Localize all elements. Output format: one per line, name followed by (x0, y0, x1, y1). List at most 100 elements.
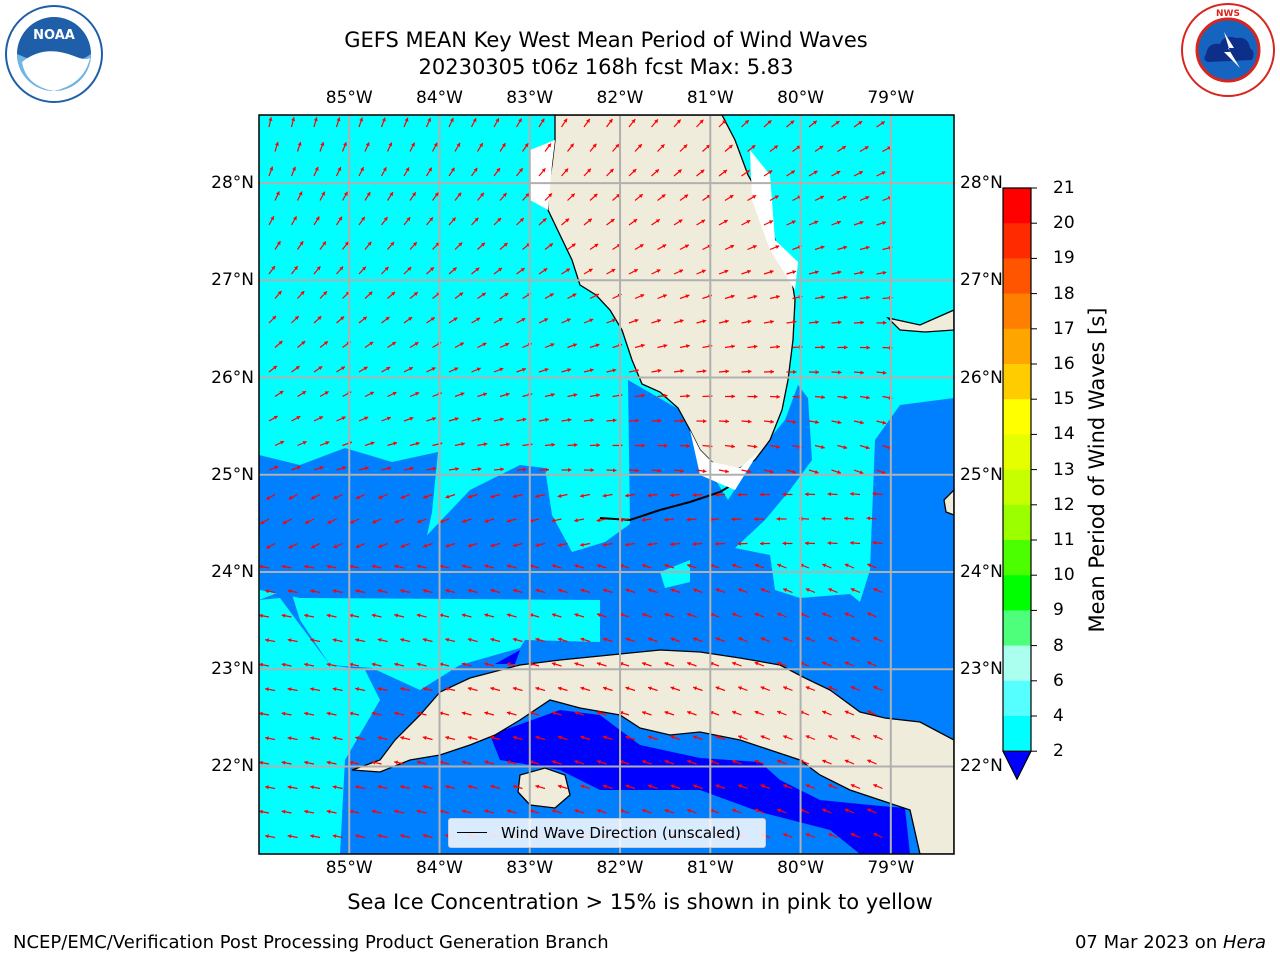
wind-arrow-head (777, 710, 782, 715)
x-tick-label: 82°W (596, 88, 644, 108)
wind-arrow-head (371, 711, 376, 716)
wind-arrow-head (389, 192, 393, 197)
wind-arrow-head (777, 661, 782, 666)
wind-arrow-head (550, 343, 555, 347)
wind-arrow-head (332, 736, 337, 741)
wind-arrow-head (864, 146, 869, 150)
wind-arrow-head (693, 588, 697, 593)
wind-arrow-head (414, 342, 419, 346)
wind-arrow-head (355, 785, 360, 790)
wind-arrow-head (738, 588, 743, 593)
wind-arrow-head (367, 241, 372, 246)
land-andros (943, 489, 954, 516)
wind-arrow-head (311, 495, 316, 500)
wind-arrow-head (504, 293, 509, 297)
wind-arrow-head (820, 445, 825, 450)
colorbar-segment (1003, 716, 1031, 752)
field-4-6s-patch (660, 560, 690, 588)
wind-arrow-head (754, 612, 759, 617)
wind-arrow-head (657, 319, 662, 323)
wind-arrow-head (423, 494, 428, 499)
wind-arrow-head (662, 294, 667, 299)
colorbar-tick-label: 10 (1053, 565, 1075, 586)
colorbar-segment (1003, 364, 1031, 400)
wind-arrow-head (664, 612, 669, 617)
wind-arrow-head (701, 269, 706, 274)
wind-arrow-head (632, 169, 637, 173)
wind-arrow-head (844, 710, 849, 715)
wind-arrow-head (593, 193, 598, 198)
wind-arrow-head (535, 735, 540, 740)
wind-arrow-head (551, 662, 556, 667)
wind-arrow-head (827, 492, 832, 497)
wind-arrow-head (602, 588, 607, 593)
wind-arrow-head (770, 369, 774, 374)
wind-arrow-head (405, 167, 410, 172)
wind-arrow-head (837, 320, 842, 325)
wind-arrow-head (310, 687, 314, 692)
wind-arrow-head (477, 467, 482, 472)
wind-arrow-head (467, 637, 472, 642)
wind-arrow-head (684, 194, 689, 199)
wind-arrow-head (453, 317, 458, 322)
wind-arrow-head (391, 342, 396, 346)
wind-arrow-head (867, 612, 872, 617)
wind-arrow-head (315, 216, 320, 221)
colorbar-tick-label: 18 (1053, 283, 1075, 304)
wind-arrow-head (625, 588, 630, 593)
wind-arrow-head (416, 662, 421, 667)
wind-arrow-head (828, 686, 833, 690)
wind-arrow-head (860, 320, 864, 325)
wind-arrow-head (633, 269, 638, 273)
wind-arrow-head (684, 244, 689, 249)
wind-arrow-head (519, 218, 524, 222)
wind-arrow-head (270, 216, 274, 221)
wind-arrow-head (385, 316, 390, 321)
wind-arrow-head (260, 520, 265, 525)
wind-arrow-head (521, 367, 526, 372)
wind-arrow-head (505, 392, 510, 397)
wind-arrow-head (412, 242, 417, 247)
wind-arrow-head (769, 220, 774, 224)
wind-arrow-head (259, 809, 263, 814)
wind-arrow-head (842, 195, 847, 200)
wind-arrow-head (663, 343, 668, 348)
wind-arrow-head (551, 518, 556, 523)
wind-arrow-head (551, 760, 556, 765)
wind-arrow-head (274, 465, 279, 470)
wind-arrow-head (406, 217, 411, 222)
wind-arrow-head (805, 784, 810, 788)
wind-arrow-head (344, 241, 349, 246)
wind-arrow-head (676, 119, 681, 124)
wind-arrow-head (685, 294, 690, 299)
wind-arrow-head (828, 784, 833, 788)
wind-arrow-head (571, 243, 576, 248)
wind-arrow-head (648, 784, 652, 789)
wind-arrow-head (287, 638, 292, 643)
wind-arrow-head (326, 662, 331, 667)
wind-arrow-head (484, 809, 489, 814)
wind-arrow-head (792, 320, 797, 325)
wind-arrow-head (642, 808, 646, 813)
wind-arrow-head (747, 319, 752, 324)
wind-arrow-head (760, 784, 765, 789)
colorbar-segment (1003, 258, 1031, 295)
wind-arrow-head (776, 444, 780, 449)
wind-arrow-head (332, 589, 337, 594)
wind-arrow-head (648, 588, 652, 593)
wind-arrow-head (535, 784, 540, 789)
wind-arrow-head (265, 687, 269, 692)
wind-arrow-head (281, 564, 286, 569)
wind-arrow-head (269, 166, 274, 171)
wind-arrow-head (371, 662, 376, 667)
wind-arrow-head (692, 541, 697, 547)
wind-arrow-head (326, 760, 331, 765)
wind-arrow-head (663, 443, 668, 448)
wind-arrow-head (363, 366, 368, 371)
wind-arrow-head (859, 220, 864, 225)
wind-arrow-head (850, 784, 855, 788)
wind-arrow-head (574, 711, 579, 716)
wind-arrow-head (428, 167, 432, 172)
wind-arrow-head (775, 294, 780, 299)
wind-arrow-head (259, 711, 263, 716)
